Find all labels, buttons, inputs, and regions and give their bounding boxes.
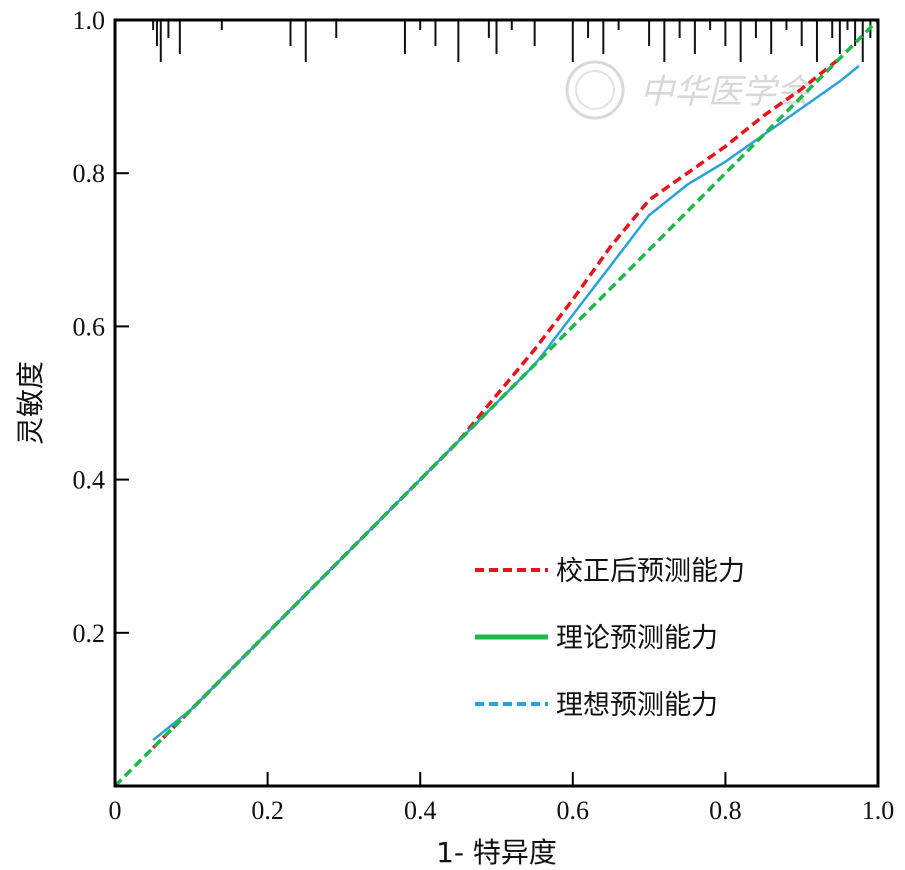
x-axis-title: 1- 特异度 [436, 836, 557, 869]
x-tick-label: 0.2 [251, 796, 284, 825]
y-tick-label: 0.4 [73, 466, 106, 495]
watermark: 中华医学会 [565, 60, 814, 120]
legend-label-0: 校正后预测能力 [556, 556, 745, 587]
y-axis-title: 灵敏度 [14, 361, 47, 445]
axis-ticks: 0 0.2 0.4 0.6 0.8 1.0 0.2 0.4 0.6 0.8 1.0 [73, 6, 895, 825]
watermark-text: 中华医学会 [640, 72, 814, 112]
y-tick-label: 0.8 [73, 159, 106, 188]
watermark-seal-inner-icon [575, 70, 615, 110]
x-tick-label: 0.8 [709, 796, 742, 825]
series-line-2 [113, 18, 880, 788]
y-tick-label: 0.2 [73, 619, 106, 648]
y-tick-label: 0.6 [73, 312, 106, 341]
legend-label-2: 理想预测能力 [556, 690, 718, 721]
x-tick-label: 0.6 [557, 796, 590, 825]
x-tick-label: 0 [109, 796, 122, 825]
watermark-seal-icon [565, 60, 625, 120]
legend-label-1: 理论预测能力 [556, 623, 718, 654]
plot-frame [113, 18, 880, 788]
rug-marks [152, 20, 872, 62]
x-tick-label: 1.0 [862, 796, 895, 825]
series-layer [113, 18, 880, 788]
y-tick-label: 1.0 [73, 6, 106, 35]
x-tick-label: 0.4 [404, 796, 437, 825]
